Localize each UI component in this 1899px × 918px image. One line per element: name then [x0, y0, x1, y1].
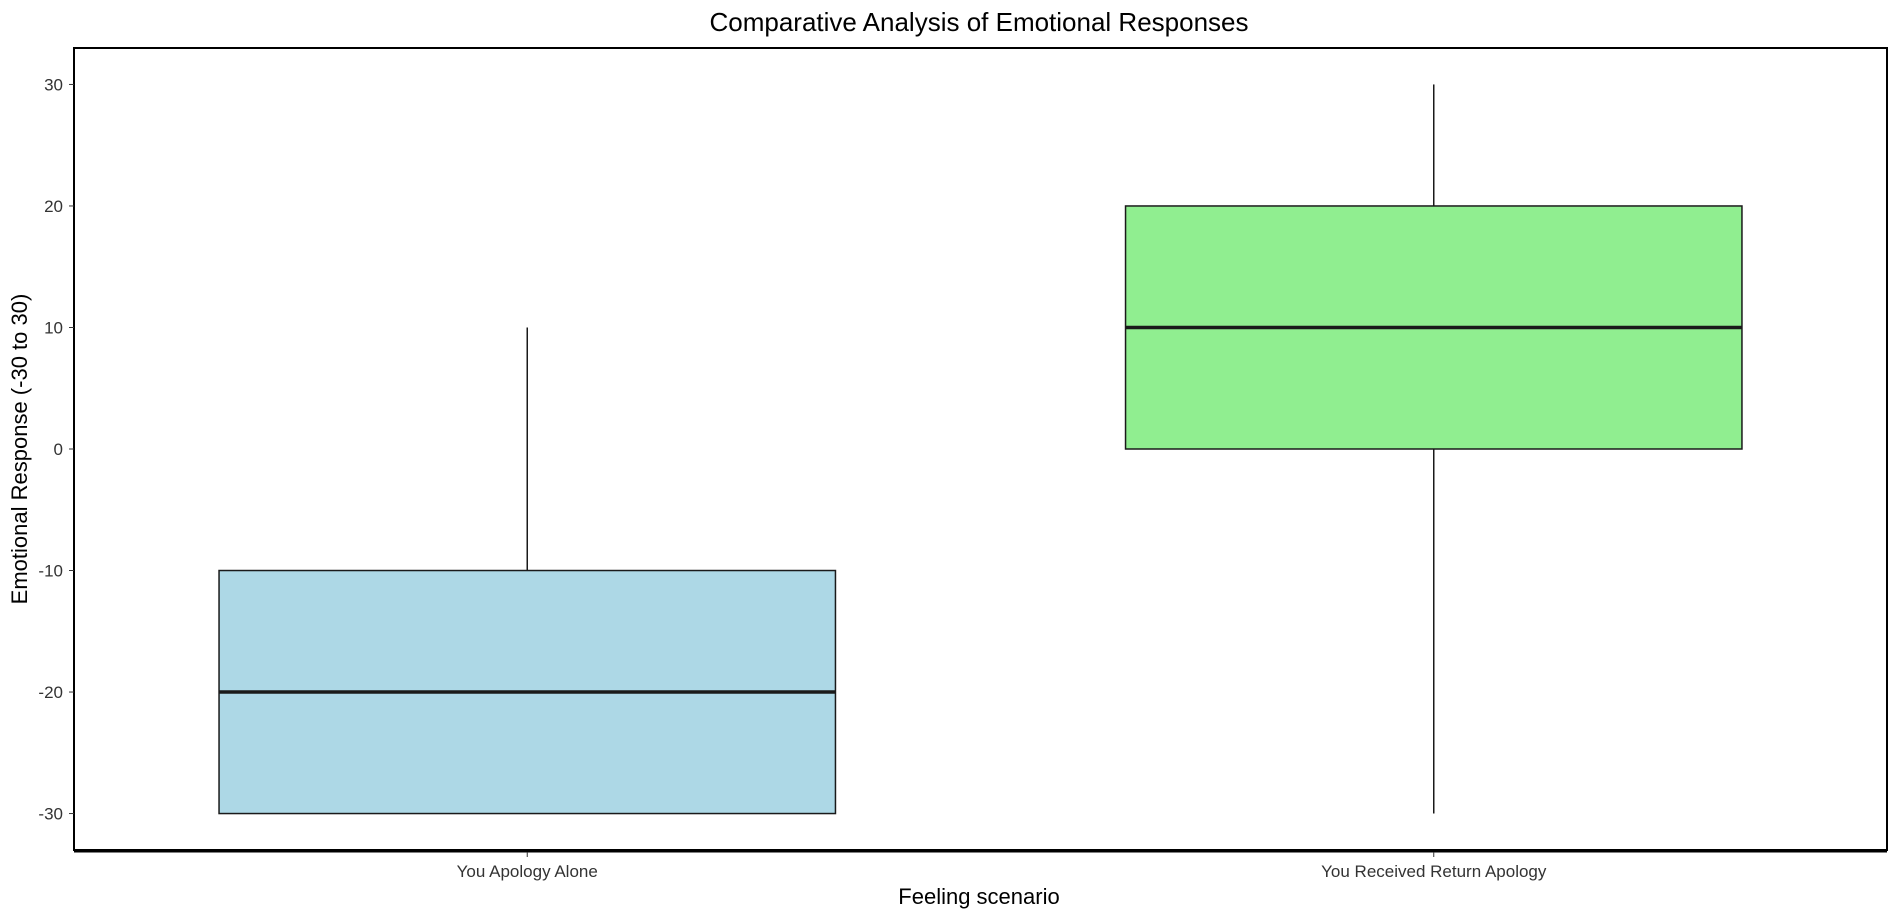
x-axis-title: Feeling scenario	[898, 884, 1059, 909]
box-group-1	[218, 327, 837, 815]
y-tick-label: -30	[38, 805, 63, 824]
y-tick-label: 10	[44, 318, 63, 337]
x-axis-ticks: You Apology Alone You Received Return Apo…	[457, 852, 1547, 881]
x-tick-label: You Received Return Apology	[1321, 862, 1547, 881]
y-tick-label: 30	[44, 75, 63, 94]
x-tick-label: You Apology Alone	[457, 862, 598, 881]
plot-area	[73, 47, 1888, 853]
box-group-2	[1124, 84, 1743, 814]
boxes-layer	[218, 84, 1743, 815]
y-tick-label: 0	[54, 440, 63, 459]
y-tick-label: 20	[44, 197, 63, 216]
y-axis-title: Emotional Response (-30 to 30)	[7, 294, 32, 605]
chart-title: Comparative Analysis of Emotional Respon…	[709, 7, 1248, 37]
y-axis-ticks: -30 -20 -10 0 10 20 30	[38, 75, 74, 824]
y-tick-label: -10	[38, 562, 63, 581]
y-tick-label: -20	[38, 683, 63, 702]
